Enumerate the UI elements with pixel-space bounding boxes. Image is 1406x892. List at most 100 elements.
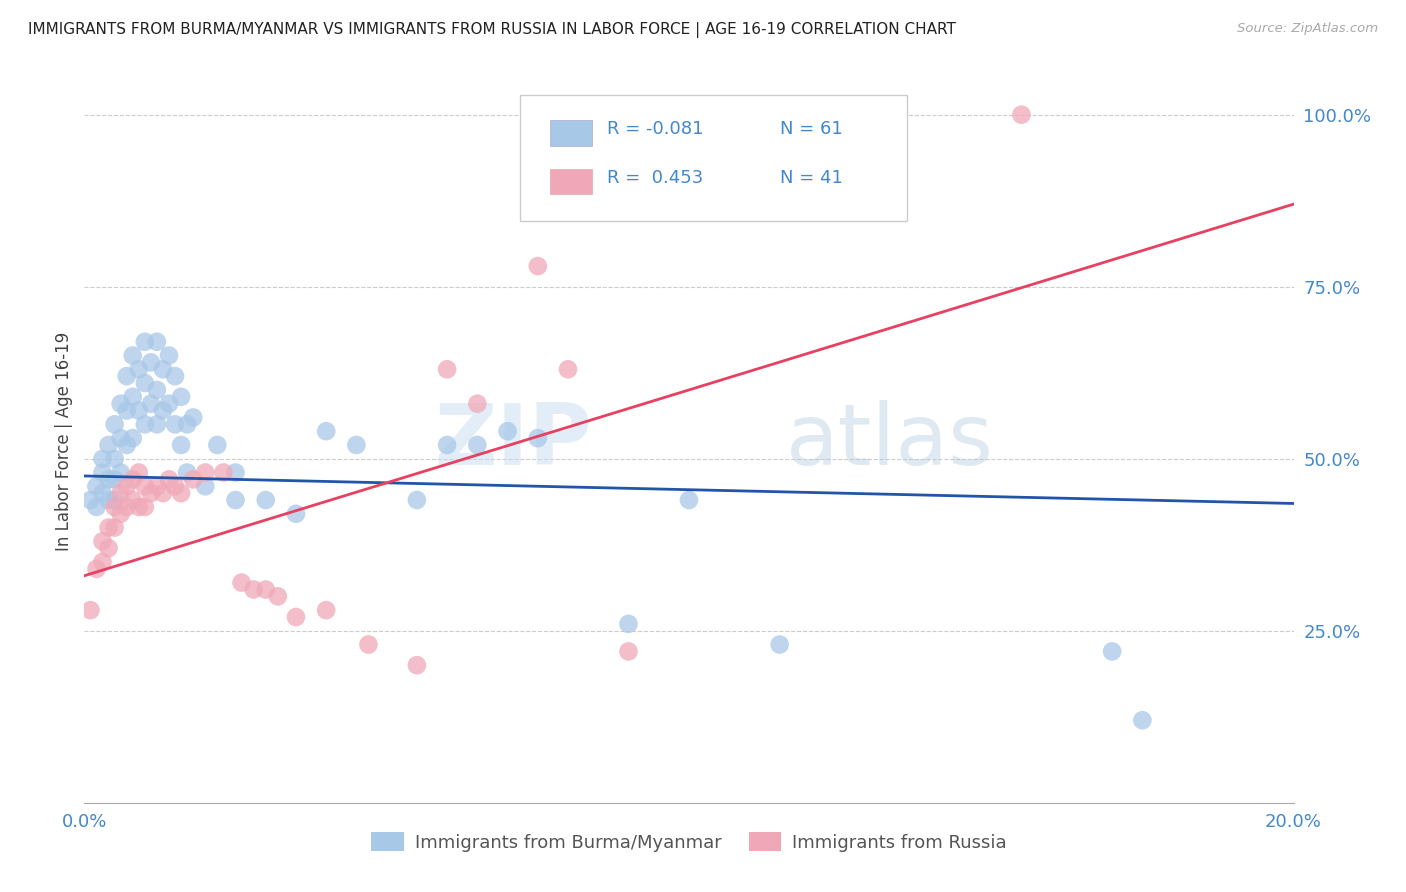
Point (152, 362, 174, 376)
Point (134, 376, 156, 390)
Point (285, 610, 308, 624)
Point (146, 417, 169, 432)
Point (104, 472, 127, 486)
Text: ZIP: ZIP (434, 400, 592, 483)
Point (181, 410, 204, 425)
Point (91, 555, 114, 569)
Point (146, 334, 169, 349)
Point (134, 417, 156, 432)
Point (91, 534, 114, 549)
Point (79, 603, 101, 617)
Point (121, 493, 143, 508)
Point (170, 390, 193, 404)
Point (527, 259, 550, 273)
Point (128, 362, 150, 376)
Point (267, 590, 290, 604)
Point (134, 334, 156, 349)
Point (97, 472, 120, 486)
Point (467, 397, 489, 411)
Point (769, 638, 792, 652)
Legend: Immigrants from Burma/Myanmar, Immigrants from Russia: Immigrants from Burma/Myanmar, Immigrant… (364, 825, 1014, 859)
Point (115, 438, 138, 452)
Point (678, 493, 700, 508)
Point (467, 438, 489, 452)
Point (617, 616, 640, 631)
Text: Source: ZipAtlas.com: Source: ZipAtlas.com (1237, 22, 1378, 36)
Text: N = 41: N = 41 (780, 169, 842, 186)
Point (97, 493, 120, 508)
Point (1101, 644, 1123, 658)
Point (436, 438, 458, 452)
Point (91, 451, 114, 466)
Text: atlas: atlas (786, 400, 994, 483)
Point (170, 438, 193, 452)
Point (225, 493, 247, 508)
Point (139, 355, 162, 369)
Point (121, 431, 143, 445)
Point (146, 383, 169, 397)
Point (176, 417, 198, 432)
Point (139, 486, 162, 500)
Point (207, 438, 229, 452)
Point (157, 349, 180, 363)
Point (110, 431, 132, 445)
Point (315, 424, 337, 438)
Point (128, 466, 150, 480)
Point (242, 582, 264, 597)
Point (527, 431, 550, 445)
Point (134, 500, 156, 514)
Point (176, 466, 198, 480)
Point (194, 466, 217, 480)
Point (121, 349, 143, 363)
Text: IMMIGRANTS FROM BURMA/MYANMAR VS IMMIGRANTS FROM RUSSIA IN LABOR FORCE | AGE 16-: IMMIGRANTS FROM BURMA/MYANMAR VS IMMIGRA… (28, 22, 956, 38)
Point (104, 520, 127, 534)
Point (86, 479, 108, 493)
FancyBboxPatch shape (550, 169, 592, 194)
Point (128, 403, 150, 417)
Point (115, 479, 138, 493)
Point (97, 438, 120, 452)
Point (406, 658, 429, 673)
Point (115, 500, 138, 514)
Point (496, 424, 519, 438)
Text: R = -0.081: R = -0.081 (607, 120, 703, 138)
Point (1011, 108, 1033, 122)
Point (104, 500, 127, 514)
Point (231, 575, 253, 590)
Point (165, 479, 187, 493)
Point (157, 472, 180, 486)
Point (115, 403, 138, 417)
Point (557, 362, 579, 376)
Point (128, 500, 150, 514)
Point (436, 362, 458, 376)
FancyBboxPatch shape (550, 120, 592, 145)
Point (110, 466, 132, 480)
Point (86, 562, 108, 576)
Point (115, 369, 138, 384)
Point (139, 397, 162, 411)
Point (121, 472, 143, 486)
Point (181, 472, 204, 486)
Point (104, 493, 127, 508)
Point (315, 603, 337, 617)
Point (157, 397, 180, 411)
Point (165, 417, 187, 432)
Point (91, 486, 114, 500)
Point (225, 466, 247, 480)
Point (86, 500, 108, 514)
Point (97, 520, 120, 534)
Point (152, 486, 174, 500)
Point (146, 479, 169, 493)
Point (285, 507, 308, 521)
Point (110, 486, 132, 500)
Point (97, 541, 120, 556)
Point (406, 493, 429, 508)
Point (134, 479, 156, 493)
Point (254, 582, 277, 597)
Point (170, 486, 193, 500)
Point (104, 417, 127, 432)
Y-axis label: In Labor Force | Age 16-19: In Labor Force | Age 16-19 (55, 332, 73, 551)
Point (152, 403, 174, 417)
Point (165, 369, 187, 384)
Text: R =  0.453: R = 0.453 (607, 169, 703, 186)
